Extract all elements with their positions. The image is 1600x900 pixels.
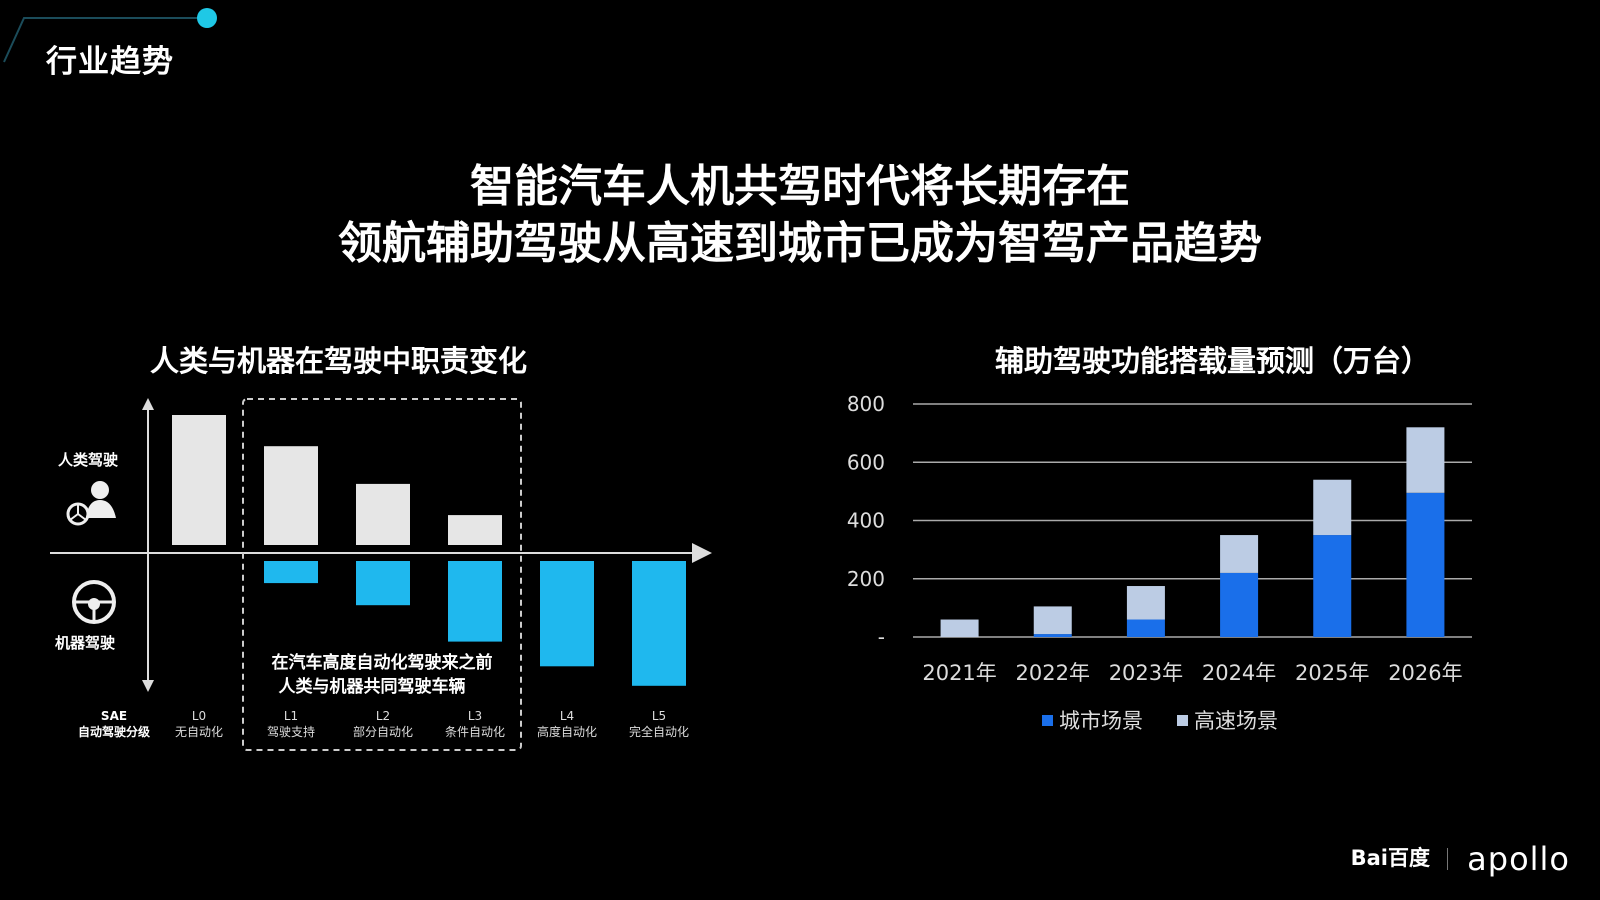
x-tick-label: 2023年 [1109,661,1183,685]
highway-bar-0 [940,619,979,637]
machine-bar-l1 [264,561,318,584]
urban-bar-3 [1220,572,1259,637]
level-code-label: L3 [468,709,482,723]
machine-bar-l2 [356,561,410,606]
apollo-logo: apollo [1467,840,1570,878]
x-axis-name-sae: SAE [101,709,127,723]
box-annotation-line-1: 在汽车高度自动化驾驶来之前 [272,652,493,673]
human-bar-l2 [356,483,410,545]
y-label-human: 人类驾驶 [58,451,118,469]
y-tick-label: 800 [847,392,885,416]
legend-swatch-0 [1042,715,1053,726]
headline: 智能汽车人机共驾时代将长期存在 领航辅助驾驶从高速到城市已成为智驾产品趋势 [0,158,1600,272]
level-code-label: L5 [652,709,666,723]
highway-bar-5 [1406,427,1445,493]
level-name-label: 高度自动化 [537,724,597,739]
legend-label-1: 高速场景 [1194,709,1278,733]
y-axis-arrow-bottom [142,680,154,692]
y-tick-label: 200 [847,567,885,591]
headline-line-2: 领航辅助驾驶从高速到城市已成为智驾产品趋势 [338,218,1262,269]
right-chart-title: 辅助驾驶功能搭载量预测（万台） [995,344,1431,378]
level-name-label: 条件自动化 [445,725,505,739]
y-tick-label: - [878,625,885,649]
machine-bar-l4 [540,561,594,667]
x-tick-label: 2024年 [1202,661,1276,685]
x-tick-label: 2021年 [922,661,996,685]
highway-bar-1 [1033,606,1072,635]
highway-bar-2 [1126,586,1165,620]
left-chart-title: 人类与机器在驾驶中职责变化 [150,344,528,378]
baidu-logo: Bai百度 [1350,846,1430,870]
human-bar-l3 [448,515,502,545]
level-code-label: L2 [376,709,390,723]
urban-bar-5 [1406,492,1445,637]
urban-bar-2 [1126,619,1165,637]
machine-bar-l5 [632,561,686,686]
x-tick-label: 2026年 [1388,661,1462,685]
level-code-label: L0 [192,709,206,723]
accent-dot [197,8,217,28]
y-label-machine: 机器驾驶 [55,634,115,652]
y-tick-label: 400 [847,509,885,533]
y-axis-arrow-top [142,398,154,410]
level-code-label: L1 [284,709,298,723]
machine-bar-l3 [448,561,502,642]
header-decoration [3,8,217,63]
level-name-label: 部分自动化 [353,724,413,739]
level-name-label: 完全自动化 [629,724,689,739]
urban-bar-1 [1033,634,1072,637]
level-code-label: L4 [560,709,574,723]
y-tick-label: 600 [847,450,885,474]
right-chart: - 200 400 600 800 2021年 2022年 2023年 2024年 2025年 20… [847,392,1472,733]
headline-line-1: 智能汽车人机共驾时代将长期存在 [470,161,1130,212]
box-annotation-line-2: 人类与机器共同驾驶车辆 [279,676,466,697]
x-tick-label: 2025年 [1295,661,1369,685]
human-bar-l1 [264,446,318,545]
logo-separator [1447,848,1448,870]
section-title: 行业趋势 [46,44,174,80]
human-driver-icon [66,481,116,526]
human-bar-l0 [172,415,226,545]
legend-label-0: 城市场景 [1059,709,1143,733]
x-axis-name-levels: 自动驾驶分级 [78,724,150,739]
x-tick-label: 2022年 [1016,661,1090,685]
steering-wheel-icon [72,580,116,624]
highlight-box [242,398,522,751]
highway-bar-4 [1313,479,1352,536]
level-name-label: 驾驶支持 [267,724,315,739]
legend-swatch-1 [1177,715,1188,726]
highway-bar-3 [1220,535,1259,573]
urban-bar-4 [1313,535,1352,637]
level-name-label: 无自动化 [175,725,223,739]
